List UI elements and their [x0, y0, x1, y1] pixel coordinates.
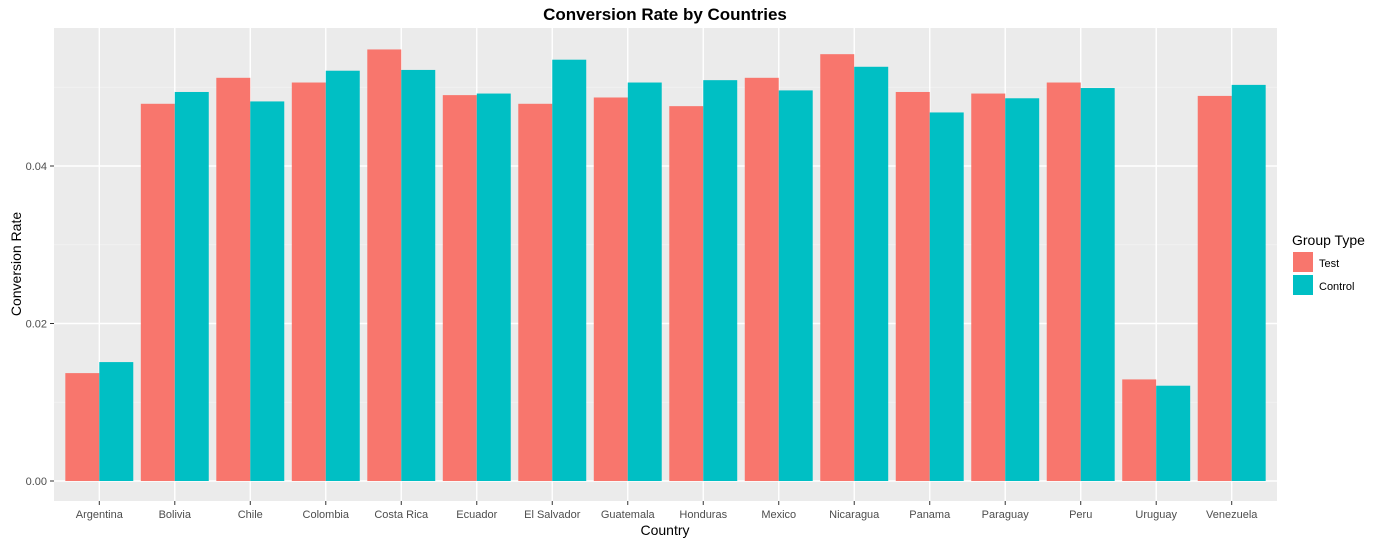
bar-test-guatemala — [593, 97, 628, 482]
bar-test-paraguay — [971, 93, 1006, 482]
x-axis: Argentina Bolivia Chile Colombia Costa Rica E… — [76, 501, 1258, 521]
x-tick-label: El Salvador — [524, 509, 581, 521]
bar-test-nicaragua — [820, 54, 855, 482]
bar-test-panama — [895, 91, 930, 481]
legend-title: Group Type — [1292, 232, 1365, 248]
x-tick-label: Argentina — [76, 509, 124, 521]
x-tick-label: Peru — [1069, 509, 1092, 521]
bar-test-colombia — [291, 82, 326, 482]
bar-control-el-salvador — [552, 59, 587, 481]
x-tick-label: Paraguay — [982, 509, 1030, 521]
x-tick-label: Nicaragua — [829, 509, 880, 521]
x-tick-label: Bolivia — [159, 509, 192, 521]
bar-control-mexico — [778, 90, 813, 482]
bar-test-venezuela — [1197, 95, 1232, 481]
bar-control-honduras — [703, 80, 738, 481]
x-tick-label: Colombia — [303, 509, 350, 521]
legend-label-test: Test — [1319, 258, 1339, 270]
legend-label-control: Control — [1319, 281, 1354, 293]
legend: Group Type Test Control — [1292, 232, 1365, 295]
bar-control-panama — [929, 112, 964, 481]
chart-title: Conversion Rate by Countries — [543, 5, 787, 24]
bar-test-chile — [216, 77, 251, 482]
bar-control-ecuador — [476, 93, 511, 482]
bar-control-nicaragua — [854, 66, 889, 482]
bar-control-chile — [250, 101, 285, 482]
legend-swatch-test — [1293, 252, 1313, 272]
y-axis: 0.00 0.02 0.04 — [26, 161, 54, 488]
y-axis-title: Conversion Rate — [8, 212, 24, 316]
bar-test-argentina — [65, 373, 100, 481]
bar-control-costa-rica — [401, 69, 436, 482]
x-tick-label: Venezuela — [1206, 509, 1258, 521]
bar-test-peru — [1046, 82, 1081, 482]
x-tick-label: Ecuador — [456, 509, 497, 521]
bar-test-honduras — [669, 106, 704, 482]
x-tick-label: Honduras — [679, 509, 727, 521]
x-tick-label: Uruguay — [1135, 509, 1177, 521]
bars — [65, 49, 1266, 482]
bar-test-mexico — [744, 77, 779, 482]
x-axis-title: Country — [640, 522, 689, 538]
bar-control-venezuela — [1231, 84, 1266, 481]
y-tick-label: 0.04 — [26, 161, 47, 173]
x-tick-label: Mexico — [761, 509, 796, 521]
bar-control-colombia — [325, 70, 360, 482]
bar-test-uruguay — [1122, 379, 1157, 481]
x-tick-label: Costa Rica — [374, 509, 429, 521]
y-tick-label: 0.00 — [26, 476, 47, 488]
bar-control-peru — [1080, 88, 1115, 481]
x-tick-label: Guatemala — [601, 509, 656, 521]
bar-test-bolivia — [140, 103, 175, 481]
bar-control-bolivia — [174, 91, 209, 481]
bar-control-paraguay — [1005, 98, 1040, 482]
x-tick-label: Panama — [909, 509, 951, 521]
x-tick-label: Chile — [238, 509, 263, 521]
bar-test-ecuador — [442, 95, 477, 481]
bar-test-el-salvador — [518, 103, 553, 481]
y-tick-label: 0.02 — [26, 319, 47, 331]
bar-control-argentina — [99, 362, 134, 481]
legend-swatch-control — [1293, 275, 1313, 295]
bar-test-costa-rica — [367, 49, 402, 481]
bar-control-uruguay — [1156, 385, 1191, 481]
bar-control-guatemala — [627, 82, 662, 482]
